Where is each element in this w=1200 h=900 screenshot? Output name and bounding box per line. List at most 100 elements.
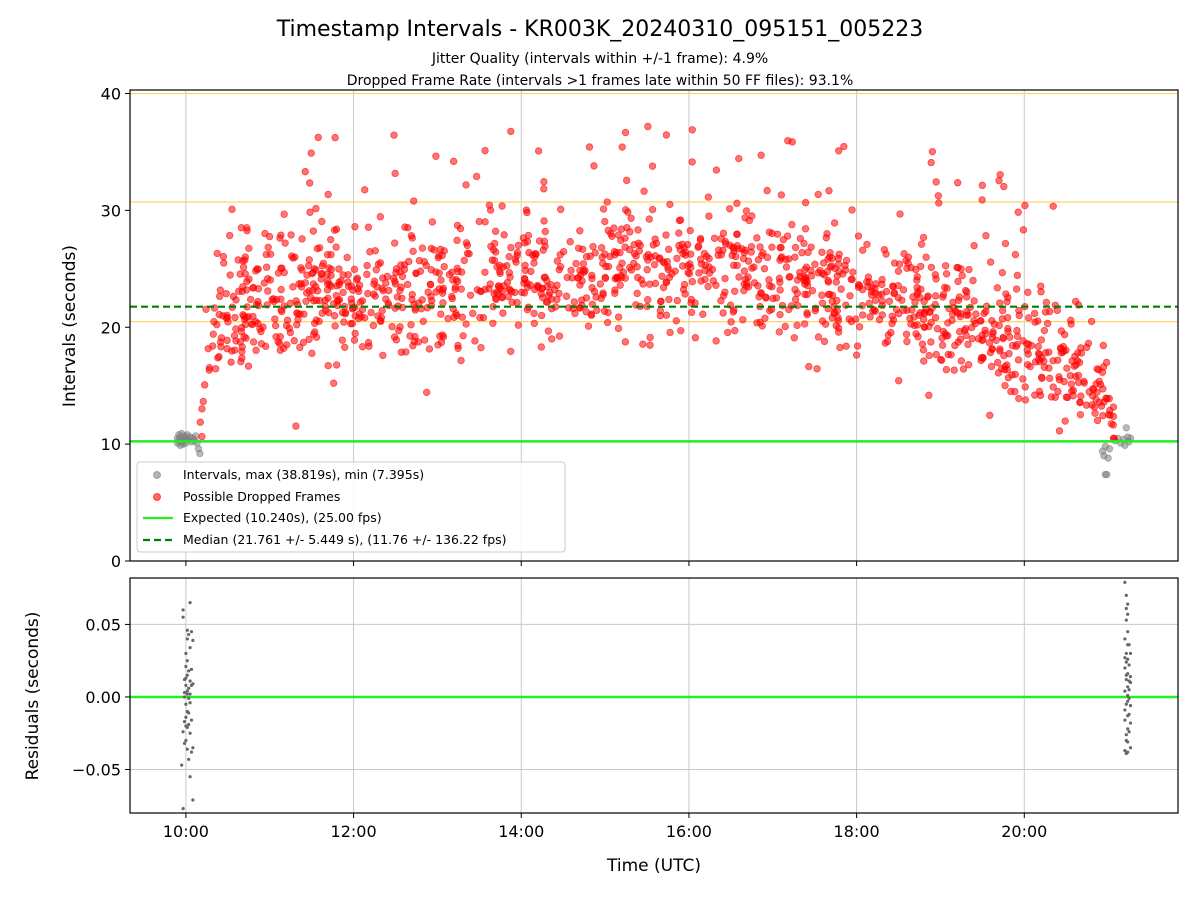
dropped-frame-point [454, 341, 462, 350]
dropped-frame-point [541, 227, 549, 236]
dropped-frame-point [644, 122, 652, 131]
dropped-frame-point [606, 252, 614, 261]
dropped-frame-point [739, 316, 747, 324]
dropped-frame-point [449, 157, 458, 166]
dropped-frame-point [968, 334, 976, 343]
dropped-frame-point [626, 228, 634, 236]
dropped-frame-point [313, 287, 322, 295]
dropped-frame-point [453, 311, 461, 320]
residual-point [1126, 685, 1130, 689]
dropped-frame-point [1011, 250, 1020, 259]
dropped-frame-point [477, 343, 485, 352]
x-tick-label: 14:00 [498, 822, 544, 841]
dropped-frame-point [778, 301, 787, 310]
dropped-frame-point [262, 263, 271, 271]
dropped-frame-point [259, 323, 267, 331]
dropped-frame-point [775, 274, 784, 283]
dropped-frame-point [1013, 340, 1021, 349]
dropped-frame-point [378, 284, 386, 293]
dropped-frame-point [997, 364, 1006, 373]
dropped-frame-point [801, 280, 809, 288]
dropped-frame-point [617, 225, 626, 233]
dropped-frame-point [699, 310, 707, 318]
dropped-frame-point [730, 287, 739, 295]
dropped-frame-point [296, 343, 304, 352]
dropped-frame-point [985, 339, 994, 347]
residual-point [1126, 612, 1130, 616]
dropped-frame-point [508, 298, 516, 306]
dropped-frame-point [942, 365, 951, 374]
dropped-frame-point [733, 230, 741, 238]
residual-point [1128, 680, 1133, 685]
dropped-frame-point [848, 275, 856, 284]
residual-point [180, 763, 184, 767]
dropped-frame-point [318, 217, 326, 226]
dropped-frame-point [505, 252, 513, 261]
legend: Intervals, max (38.819s), min (7.395s) P… [136, 461, 566, 553]
dropped-frame-point [719, 309, 727, 317]
dropped-frame-point [927, 318, 935, 327]
dropped-frame-point [972, 310, 980, 318]
residual-point [185, 747, 189, 751]
dropped-frame-point [281, 239, 289, 247]
dropped-frame-point [327, 271, 335, 280]
dropped-frame-point [489, 319, 497, 327]
dropped-frame-point [634, 226, 642, 234]
dropped-frame-point [435, 285, 443, 293]
dropped-frame-point [899, 286, 908, 294]
dropped-frame-point [794, 301, 802, 310]
dropped-frame-point [986, 348, 995, 357]
dropped-frame-point [950, 366, 958, 374]
dropped-frame-point [834, 328, 843, 336]
dropped-frame-point [264, 287, 272, 295]
dropped-frame-point [931, 292, 940, 300]
dropped-frame-point [776, 243, 784, 252]
dropped-frame-point [1071, 372, 1080, 381]
dropped-frame-point [803, 309, 811, 317]
dropped-frame-point [705, 263, 713, 271]
residual-point [1126, 602, 1130, 606]
dropped-frame-point [686, 226, 694, 235]
dropped-frame-point [1057, 327, 1066, 335]
dropped-frame-point [556, 205, 565, 214]
dropped-frame-point [724, 328, 732, 337]
dropped-frame-point [407, 231, 416, 240]
dropped-frame-point [710, 234, 719, 242]
residual-point [1123, 749, 1127, 753]
legend-label-expected: Expected (10.240s), (25.00 fps) [183, 510, 382, 525]
dropped-frame-point [969, 276, 977, 285]
dropped-frame-point [249, 338, 258, 346]
dropped-frame-point [791, 253, 799, 261]
residual-point [1123, 637, 1127, 641]
dropped-frame-point [491, 294, 500, 303]
dropped-frame-point [465, 250, 473, 258]
dropped-frame-point [639, 280, 647, 288]
dropped-frame-point [681, 290, 689, 298]
dropped-frame-point [1054, 387, 1062, 396]
dropped-frame-point [507, 127, 515, 136]
dropped-frame-point [933, 325, 942, 333]
dropped-frame-point [418, 244, 427, 252]
dropped-frame-point [1004, 293, 1012, 302]
dropped-frame-point [1095, 398, 1104, 407]
residual-point [1128, 704, 1133, 708]
dropped-frame-point [363, 261, 371, 270]
dropped-frame-point [422, 388, 431, 397]
dropped-frame-point [553, 295, 561, 304]
dropped-frame-point [621, 206, 630, 214]
dropped-frame-point [1082, 401, 1091, 409]
dropped-frame-point [1105, 394, 1113, 403]
dropped-frame-point [305, 256, 313, 264]
dropped-frame-point [836, 343, 844, 352]
dropped-frame-point [307, 293, 315, 302]
dropped-frame-point [695, 269, 703, 277]
dropped-frame-point [981, 326, 989, 334]
dropped-frame-point [868, 284, 876, 292]
dropped-frame-point [209, 330, 217, 338]
dropped-frame-point [410, 197, 418, 205]
dropped-frame-point [262, 342, 270, 351]
dropped-frame-point [818, 291, 826, 299]
dropped-frame-point [326, 281, 334, 289]
dropped-frame-point [863, 240, 871, 249]
dropped-frame-point [398, 294, 406, 302]
